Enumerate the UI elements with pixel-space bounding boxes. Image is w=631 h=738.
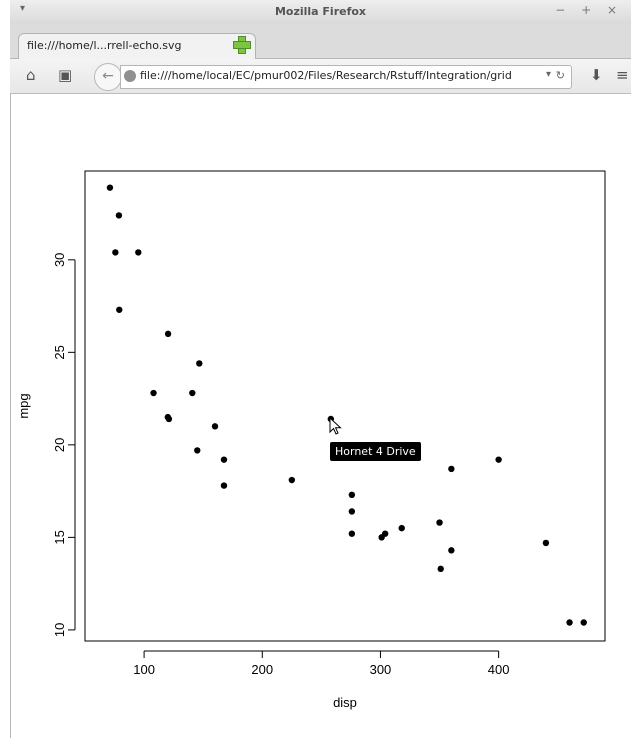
data-point[interactable]: [164, 413, 172, 421]
data-point[interactable]: [135, 249, 142, 256]
download-icon[interactable]: ⬇: [590, 66, 603, 84]
menu-icon[interactable]: ≡: [616, 66, 629, 84]
window-controls[interactable]: − + ×: [555, 3, 623, 17]
new-tab-icon[interactable]: [232, 35, 251, 54]
data-point[interactable]: [348, 530, 356, 537]
data-point[interactable]: [495, 456, 502, 463]
data-point[interactable]: [116, 306, 123, 313]
point-tooltip: Hornet 4 Drive: [330, 442, 421, 461]
data-point[interactable]: [196, 360, 203, 367]
navigation-toolbar: ⌂ ▣ ← file:///home/local/EC/pmur002/File…: [10, 59, 631, 94]
content-border: [10, 93, 11, 738]
x-tick-label: 400: [488, 662, 510, 677]
y-tick-label: 30: [52, 253, 67, 267]
reload-icon[interactable]: ↻: [555, 69, 565, 82]
data-point[interactable]: [580, 619, 587, 626]
x-tick-label: 300: [370, 662, 392, 677]
data-point[interactable]: [211, 423, 219, 430]
data-point[interactable]: [448, 465, 455, 473]
data-point[interactable]: [106, 184, 114, 191]
data-point[interactable]: [542, 539, 550, 547]
url-dropdown-icon[interactable]: ▾: [545, 69, 551, 80]
data-point[interactable]: [381, 530, 389, 537]
data-point[interactable]: [437, 565, 444, 573]
globe-icon: [124, 70, 136, 82]
plot-box: [84, 170, 606, 642]
data-points: [106, 184, 587, 626]
data-point[interactable]: [448, 547, 455, 554]
y-tick-label: 20: [52, 438, 67, 452]
x-tick-label: 100: [133, 662, 155, 677]
y-tick-label: 10: [52, 623, 67, 637]
data-point[interactable]: [150, 389, 157, 397]
data-point[interactable]: [220, 456, 228, 463]
browser-tab[interactable]: file:///home/l...rrell-echo.svg ×: [18, 33, 256, 60]
y-axis: 10 15 20 25 30: [52, 253, 76, 637]
back-button[interactable]: ←: [94, 63, 122, 91]
data-point[interactable]: [220, 482, 228, 489]
y-axis-label: mpg: [16, 393, 31, 418]
mouse-cursor-icon: [329, 417, 342, 435]
data-point[interactable]: [348, 491, 356, 499]
url-text: file:///home/local/EC/pmur002/Files/Rese…: [140, 69, 512, 82]
y-tick-label: 15: [52, 530, 67, 544]
data-point[interactable]: [115, 212, 123, 219]
data-point[interactable]: [566, 619, 573, 626]
data-point[interactable]: [436, 519, 443, 526]
data-point[interactable]: [164, 330, 172, 338]
data-point[interactable]: [348, 508, 356, 515]
tab-title: file:///home/l...rrell-echo.svg: [27, 39, 182, 52]
x-tick-label: 200: [251, 662, 273, 677]
data-point[interactable]: [288, 476, 296, 484]
data-point[interactable]: [112, 249, 119, 256]
home-icon[interactable]: ⌂: [26, 66, 36, 84]
window-menu-icon[interactable]: ▾: [20, 3, 26, 14]
url-bar[interactable]: file:///home/local/EC/pmur002/Files/Rese…: [120, 65, 572, 89]
data-point[interactable]: [194, 447, 201, 454]
data-point[interactable]: [398, 524, 405, 532]
print-icon[interactable]: ▣: [58, 66, 73, 84]
x-axis: 100 200 300 400: [133, 650, 510, 677]
data-point[interactable]: [189, 389, 196, 397]
tab-strip: file:///home/l...rrell-echo.svg ×: [10, 24, 631, 60]
window-title: Mozilla Firefox: [274, 5, 367, 18]
x-axis-label: disp: [333, 695, 357, 710]
y-tick-label: 25: [52, 345, 67, 359]
